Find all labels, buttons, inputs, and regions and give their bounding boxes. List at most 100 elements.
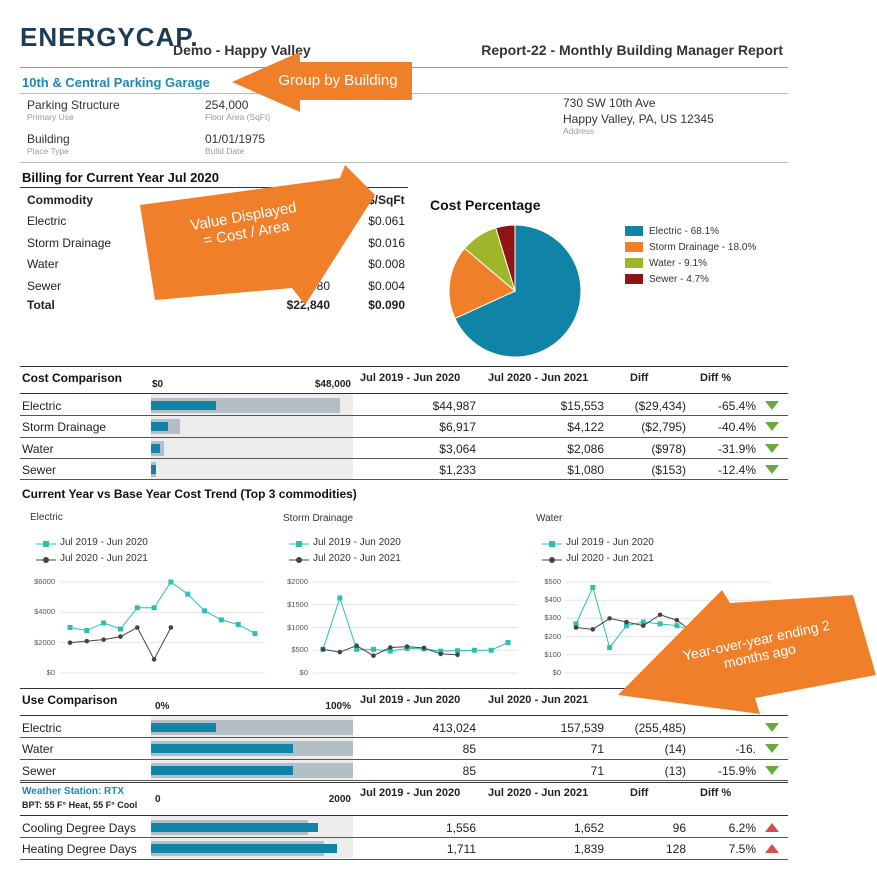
series-curr-point: [67, 640, 73, 645]
series-curr-point: [101, 637, 106, 642]
y-tick-label: $0: [46, 668, 55, 677]
series-prev-point: [471, 647, 477, 653]
floor-area-label: Floor Area (SqFt): [205, 112, 271, 122]
use-col-prev: Jul 2019 - Jun 2020: [360, 694, 461, 706]
cost_comparison-row-diff: ($29,434): [634, 399, 686, 413]
series-prev-point: [455, 648, 461, 654]
build-date-field: 01/01/1975 Build Date: [205, 132, 265, 156]
series-prev-line: [322, 596, 509, 652]
cost_comparison-row-curr: $4,122: [567, 420, 604, 435]
y-tick-label: $4000: [34, 607, 55, 617]
demo-title: Demo - Happy Valley: [173, 42, 311, 58]
weather-col-diffpct: Diff %: [700, 787, 732, 799]
use_comparison-row-curr: 157,539: [560, 721, 604, 735]
info-divider: [20, 162, 788, 163]
cost_comparison-row-curr: $2,086: [567, 441, 604, 456]
cost_comparison-row-name: Sewer: [22, 462, 57, 477]
cost_comparison-row-divider: [20, 479, 788, 481]
y-tick-label: $100: [544, 649, 561, 659]
use-comparison-top-rule: [20, 688, 788, 689]
trend-legend-prev: Jul 2019 - Jun 2020: [566, 537, 654, 548]
use-scale-max: 100%: [325, 701, 351, 712]
use_comparison-row-divider: [20, 779, 788, 781]
series-prev-point: [168, 579, 174, 585]
weather-row-diff: 96: [672, 821, 686, 835]
series-curr-point: [657, 612, 663, 618]
series-curr-point: [84, 638, 90, 644]
pie-legend-label: Water - 9.1%: [649, 258, 707, 269]
weather-row-name: Heating Degree Days: [22, 842, 137, 857]
cost_comparison-row-divider: [20, 415, 788, 417]
cost-col-diffpct: Diff %: [700, 372, 732, 384]
cost-scale-min: $0: [152, 379, 164, 390]
cost_comparison-row-diffpct: -65.4%: [717, 399, 756, 413]
weather-row-prev: 1,556: [445, 821, 476, 835]
series-curr-point: [354, 643, 359, 648]
series-prev-point: [202, 608, 208, 614]
cost-scale-max: $48,000: [314, 379, 351, 390]
y-tick-label: $0: [552, 668, 561, 677]
trend-down-icon: [765, 401, 779, 410]
y-tick-label: $2000: [287, 577, 308, 586]
series-curr-point: [640, 623, 646, 628]
weather-row-diffpct: 7.5%: [728, 842, 756, 857]
billing-col-sqft: $/SqFt: [368, 193, 405, 207]
series-curr-point: [624, 619, 629, 625]
cost_comparison-row-prev: $3,064: [439, 441, 476, 456]
series-prev-point: [84, 628, 90, 634]
place-type-label: Place Type: [27, 146, 69, 156]
use-scale-min: 0%: [155, 701, 170, 712]
pie-legend-item: Water - 9.1%: [625, 258, 756, 274]
use-comparison-header-rule: [20, 715, 788, 716]
weather-header-rule: [20, 815, 788, 816]
trend-down-icon: [765, 744, 779, 754]
series-curr-point: [168, 625, 174, 630]
address-line1: 730 SW 10th Ave: [563, 96, 656, 110]
building-name-link[interactable]: 10th & Central Parking Garage: [22, 75, 210, 90]
weather-station-link[interactable]: Weather Station: RTX: [22, 786, 125, 797]
cost_comparison-row-diff: ($2,795): [641, 420, 686, 435]
series-prev-point: [218, 617, 224, 623]
billing-row-name: Electric: [27, 214, 67, 228]
use_comparison-bar-curr: [151, 765, 293, 775]
address-line2: Happy Valley, PA, US 12345: [563, 112, 714, 126]
billing-row-sqft: $0.004: [368, 278, 405, 293]
series-curr-point: [708, 634, 713, 639]
trend-legend-markers: [542, 541, 562, 563]
trend-down-icon: [765, 464, 779, 474]
floor-area-value: 254,000: [205, 98, 249, 112]
cost_comparison-row-diffpct: -12.4%: [717, 462, 756, 477]
cost_comparison-row-diffpct: -31.9%: [717, 441, 756, 456]
y-tick-label: $300: [544, 613, 561, 623]
cost_comparison-row-curr: $15,553: [560, 399, 604, 413]
cost_comparison-row-divider: [20, 457, 788, 459]
cost_comparison-bar-curr: [151, 464, 156, 474]
trend-down-icon: [765, 765, 779, 775]
billing-row-cost: 2,086: [299, 257, 330, 271]
series-prev-point: [67, 625, 73, 630]
series-prev-point: [101, 620, 107, 626]
y-tick-label: $400: [544, 595, 561, 605]
series-prev-point: [354, 646, 360, 652]
series-prev-point: [674, 623, 680, 629]
primary-use-value: Parking Structure: [27, 98, 120, 112]
use_comparison-row-diffpct: -15.9%: [717, 763, 756, 778]
weather-col-prev: Jul 2019 - Jun 2020: [360, 787, 461, 799]
series-prev-point: [235, 621, 241, 627]
cost_comparison-bar-curr: [151, 401, 217, 410]
series-prev-point: [505, 640, 511, 646]
building-divider: [20, 93, 788, 94]
series-curr-point: [421, 645, 427, 651]
series-prev-point: [117, 626, 123, 632]
weather-row-name: Cooling Degree Days: [22, 821, 137, 835]
series-prev-point: [488, 647, 494, 653]
series-prev-point: [590, 584, 596, 590]
series-prev-point: [252, 631, 258, 637]
trend-chart-title: Water: [536, 513, 563, 524]
weather-col-diff: Diff: [630, 787, 649, 799]
report-title: Report-22 - Monthly Building Manager Rep…: [481, 42, 783, 58]
use_comparison-row-name: Electric: [22, 721, 62, 735]
series-prev-point: [573, 621, 579, 627]
use_comparison-bar-curr: [151, 723, 216, 732]
use_comparison-row-curr: 71: [590, 763, 604, 778]
